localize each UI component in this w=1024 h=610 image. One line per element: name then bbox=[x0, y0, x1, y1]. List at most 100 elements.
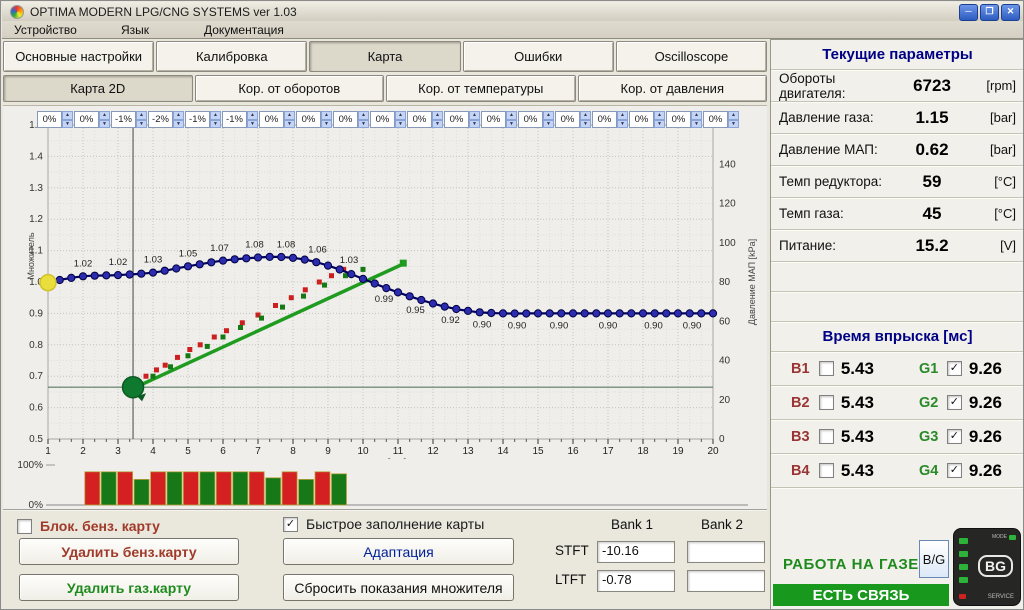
correction-value-10[interactable]: 0% bbox=[370, 111, 395, 128]
minimize-button[interactable]: ─ bbox=[959, 4, 978, 21]
correction-down-button[interactable]: ▼ bbox=[543, 119, 554, 128]
correction-value-11[interactable]: 0% bbox=[407, 111, 432, 128]
svg-text:80: 80 bbox=[719, 277, 731, 288]
correction-value-2[interactable]: 0% bbox=[74, 111, 99, 128]
correction-down-button[interactable]: ▼ bbox=[358, 119, 369, 128]
stft-label: STFT bbox=[555, 543, 589, 558]
correction-up-button[interactable]: ▲ bbox=[62, 111, 73, 120]
correction-up-button[interactable]: ▲ bbox=[691, 111, 702, 120]
correction-up-button[interactable]: ▲ bbox=[136, 111, 147, 120]
ltft-bank2-field[interactable] bbox=[687, 570, 765, 592]
correction-value-13[interactable]: 0% bbox=[481, 111, 506, 128]
correction-down-button[interactable]: ▼ bbox=[321, 119, 332, 128]
correction-down-button[interactable]: ▼ bbox=[136, 119, 147, 128]
b1-checkbox[interactable] bbox=[818, 361, 834, 376]
stft-bank2-field[interactable] bbox=[687, 541, 765, 563]
correction-up-button[interactable]: ▲ bbox=[432, 111, 443, 120]
correction-down-button[interactable]: ▼ bbox=[247, 119, 258, 128]
tab-oscilloscope[interactable]: Oscilloscope bbox=[615, 41, 768, 72]
stft-bank1-field[interactable]: -10.16 bbox=[597, 541, 675, 563]
correction-value-7[interactable]: 0% bbox=[259, 111, 284, 128]
correction-up-button[interactable]: ▲ bbox=[469, 111, 480, 120]
correction-down-button[interactable]: ▼ bbox=[173, 119, 184, 128]
correction-down-button[interactable]: ▼ bbox=[617, 119, 628, 128]
correction-down-button[interactable]: ▼ bbox=[284, 119, 295, 128]
correction-up-button[interactable]: ▲ bbox=[284, 111, 295, 120]
b2-checkbox[interactable] bbox=[818, 395, 834, 410]
subtab-map-2d[interactable]: Карта 2D bbox=[3, 75, 193, 102]
block-petrol-map-checkbox[interactable] bbox=[17, 518, 32, 534]
correction-value-9[interactable]: 0% bbox=[333, 111, 358, 128]
b4-checkbox[interactable] bbox=[818, 463, 834, 478]
correction-value-16[interactable]: 0% bbox=[592, 111, 617, 128]
menu-device[interactable]: Устройство bbox=[14, 23, 77, 37]
adaptation-button[interactable]: Адаптация bbox=[283, 538, 514, 565]
correction-down-button[interactable]: ▼ bbox=[62, 119, 73, 128]
correction-up-button[interactable]: ▲ bbox=[580, 111, 591, 120]
title-bar[interactable]: OPTIMA MODERN LPG/CNG SYSTEMS ver 1.03 ─… bbox=[2, 2, 1023, 21]
correction-up-button[interactable]: ▲ bbox=[728, 111, 739, 120]
correction-value-8[interactable]: 0% bbox=[296, 111, 321, 128]
correction-value-12[interactable]: 0% bbox=[444, 111, 469, 128]
correction-down-button[interactable]: ▼ bbox=[654, 119, 665, 128]
correction-value-17[interactable]: 0% bbox=[629, 111, 654, 128]
subtab-temp-correction[interactable]: Кор. от температуры bbox=[386, 75, 576, 102]
correction-up-button[interactable]: ▲ bbox=[395, 111, 406, 120]
correction-up-button[interactable]: ▲ bbox=[358, 111, 369, 120]
correction-up-button[interactable]: ▲ bbox=[321, 111, 332, 120]
correction-down-button[interactable]: ▼ bbox=[432, 119, 443, 128]
correction-value-6[interactable]: -1% bbox=[222, 111, 247, 128]
correction-down-button[interactable]: ▼ bbox=[580, 119, 591, 128]
correction-down-button[interactable]: ▼ bbox=[210, 119, 221, 128]
g1-checkbox[interactable]: ✓ bbox=[946, 361, 962, 376]
tab-errors[interactable]: Ошибки bbox=[462, 41, 614, 72]
correction-down-button[interactable]: ▼ bbox=[506, 119, 517, 128]
close-button[interactable]: ✕ bbox=[1001, 4, 1020, 21]
correction-value-15[interactable]: 0% bbox=[555, 111, 580, 128]
g3-checkbox[interactable]: ✓ bbox=[946, 429, 962, 444]
svg-text:0.99: 0.99 bbox=[375, 294, 394, 305]
correction-up-button[interactable]: ▲ bbox=[617, 111, 628, 120]
correction-down-button[interactable]: ▼ bbox=[728, 119, 739, 128]
g4-checkbox[interactable]: ✓ bbox=[946, 463, 962, 478]
correction-value-5[interactable]: -1% bbox=[185, 111, 210, 128]
sub-tab-bar: Карта 2D Кор. от оборотов Кор. от температ… bbox=[3, 75, 767, 102]
fast-fill-checkbox[interactable]: ✓ bbox=[283, 516, 298, 532]
correction-down-button[interactable]: ▼ bbox=[395, 119, 406, 128]
reset-multiplier-button[interactable]: Сбросить показания множителя bbox=[283, 574, 514, 601]
tab-basic-settings[interactable]: Основные настройки bbox=[3, 41, 155, 72]
menu-documentation[interactable]: Документация bbox=[204, 23, 284, 37]
correction-spinner-14: 0% ▲ ▼ bbox=[518, 111, 554, 128]
subtab-pressure-correction[interactable]: Кор. от давления bbox=[577, 75, 767, 102]
correction-value-4[interactable]: -2% bbox=[148, 111, 173, 128]
correction-up-button[interactable]: ▲ bbox=[173, 111, 184, 120]
bg-switch-button[interactable]: B/G bbox=[919, 540, 949, 578]
correction-down-button[interactable]: ▼ bbox=[99, 119, 110, 128]
correction-up-button[interactable]: ▲ bbox=[247, 111, 258, 120]
ltft-bank1-field[interactable]: -0.78 bbox=[597, 570, 675, 592]
correction-down-button[interactable]: ▼ bbox=[691, 119, 702, 128]
correction-value-18[interactable]: 0% bbox=[666, 111, 691, 128]
maximize-button[interactable]: ❐ bbox=[980, 4, 999, 21]
param-row-engine-rpm: Обороты двигателя: 6723 [rpm] bbox=[771, 70, 1023, 102]
correction-value-19[interactable]: 0% bbox=[703, 111, 728, 128]
correction-up-button[interactable]: ▲ bbox=[210, 111, 221, 120]
correction-up-button[interactable]: ▲ bbox=[654, 111, 665, 120]
b3-checkbox[interactable] bbox=[818, 429, 834, 444]
correction-up-button[interactable]: ▲ bbox=[543, 111, 554, 120]
delete-petrol-map-button[interactable]: Удалить бенз.карту bbox=[19, 538, 239, 565]
correction-up-button[interactable]: ▲ bbox=[99, 111, 110, 120]
correction-value-1[interactable]: 0% bbox=[37, 111, 62, 128]
subtab-rpm-correction[interactable]: Кор. от оборотов bbox=[194, 75, 384, 102]
tab-calibration[interactable]: Калибровка bbox=[156, 41, 308, 72]
g2-checkbox[interactable]: ✓ bbox=[946, 395, 962, 410]
svg-text:1.1: 1.1 bbox=[29, 246, 43, 257]
tab-map[interactable]: Карта bbox=[309, 41, 461, 72]
correction-value-14[interactable]: 0% bbox=[518, 111, 543, 128]
correction-down-button[interactable]: ▼ bbox=[469, 119, 480, 128]
menu-language[interactable]: Язык bbox=[121, 23, 150, 37]
led-icon bbox=[959, 577, 968, 583]
delete-gas-map-button[interactable]: Удалить газ.карту bbox=[19, 574, 239, 601]
correction-value-3[interactable]: -1% bbox=[111, 111, 136, 128]
correction-up-button[interactable]: ▲ bbox=[506, 111, 517, 120]
